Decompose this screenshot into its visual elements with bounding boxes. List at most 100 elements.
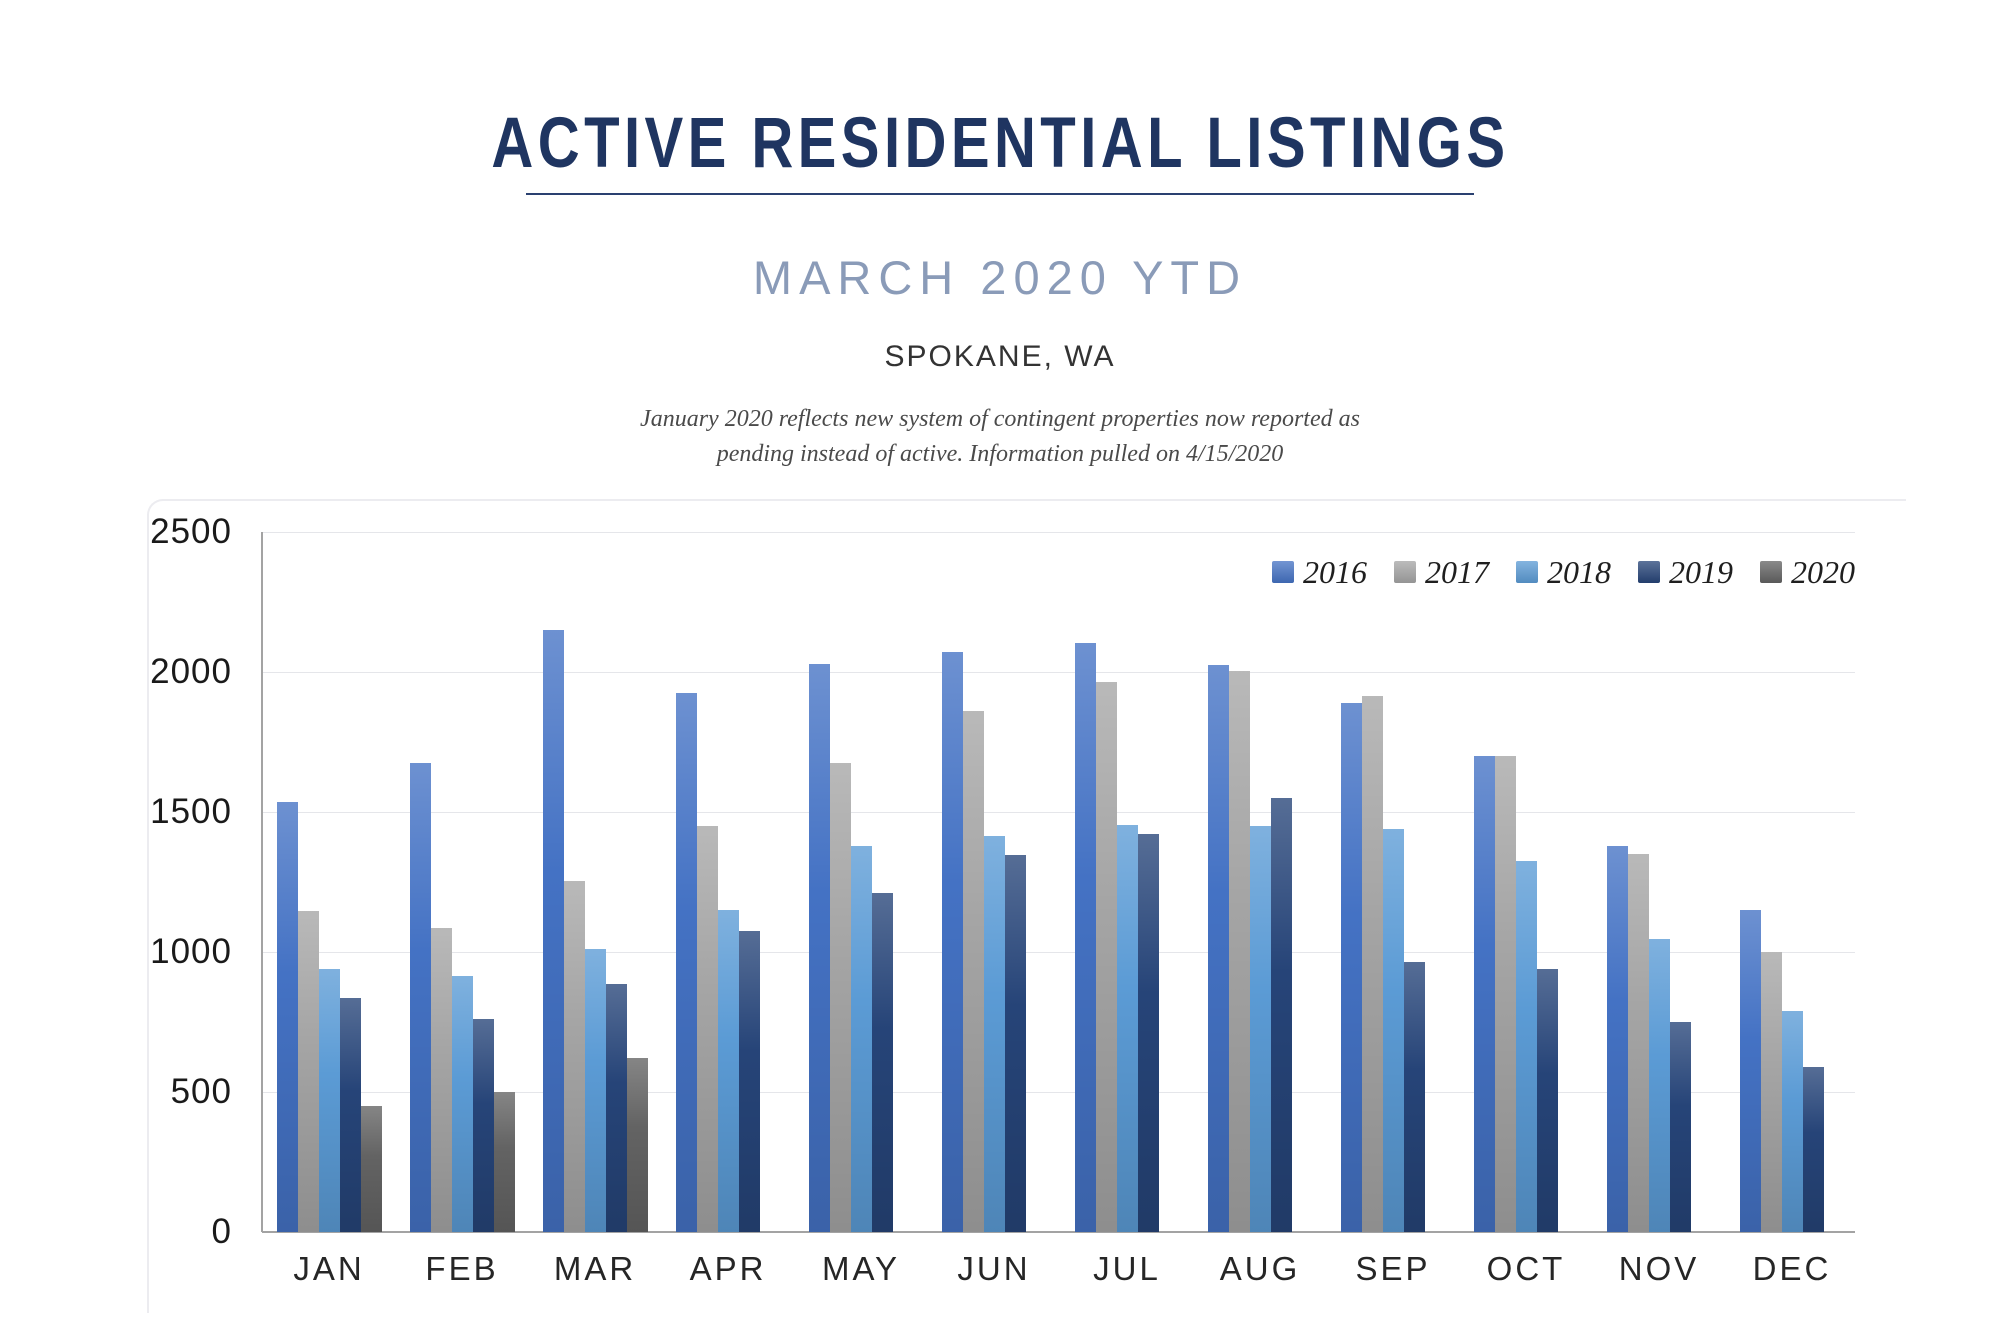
x-tick-label: JUN: [957, 1250, 1031, 1287]
bar-2019-jan: [339, 998, 361, 1232]
y-tick-label: 1000: [150, 932, 232, 971]
bar-2017-aug: [1228, 670, 1250, 1232]
x-tick-label: JUL: [1093, 1250, 1161, 1287]
bar-2020-feb: [493, 1092, 515, 1232]
legend-item: 2018: [1516, 554, 1611, 591]
bar-2018-dec: [1781, 1010, 1803, 1232]
bar-2016-oct: [1473, 756, 1495, 1232]
y-tick-label: 1500: [150, 792, 232, 831]
gridline: [262, 672, 1855, 673]
x-tick-label: OCT: [1486, 1250, 1566, 1287]
bar-2017-sep: [1361, 695, 1383, 1232]
bar-2019-dec: [1802, 1066, 1824, 1232]
bar-2016-mar: [542, 630, 564, 1232]
legend-item: 2020: [1760, 554, 1855, 591]
bar-2018-may: [850, 845, 872, 1232]
chart-legend: 2016 2017 2018 2019 2020: [1272, 554, 1855, 590]
bar-2016-jul: [1074, 642, 1096, 1232]
bar-2018-mar: [584, 949, 606, 1232]
x-tick-label: DEC: [1752, 1250, 1832, 1287]
bar-2019-aug: [1270, 798, 1292, 1232]
bar-2016-jun: [941, 652, 963, 1232]
y-tick-label: 2000: [150, 652, 232, 691]
bar-2018-apr: [717, 910, 739, 1232]
x-tick-label: AUG: [1219, 1250, 1301, 1287]
x-axis-line: [262, 1231, 1855, 1233]
legend-item: 2019: [1638, 554, 1733, 591]
legend-swatch: [1516, 561, 1538, 583]
title-underline: [526, 193, 1474, 195]
bar-2016-sep: [1340, 702, 1362, 1232]
bar-2019-feb: [472, 1019, 494, 1232]
bar-2017-nov: [1627, 854, 1649, 1232]
bar-2017-oct: [1494, 756, 1516, 1232]
x-tick-label: APR: [689, 1250, 767, 1287]
legend-label: 2017: [1425, 553, 1489, 590]
bar-2019-oct: [1536, 968, 1558, 1232]
legend-label: 2016: [1303, 553, 1367, 590]
bar-2017-jun: [962, 711, 984, 1232]
bar-2017-apr: [696, 826, 718, 1232]
bar-2018-nov: [1648, 939, 1670, 1232]
bar-2018-sep: [1382, 828, 1404, 1232]
legend-label: 2020: [1791, 553, 1855, 590]
bar-2019-may: [871, 893, 893, 1232]
gridline: [262, 532, 1855, 533]
bar-2019-nov: [1669, 1022, 1691, 1232]
bar-2019-sep: [1403, 961, 1425, 1232]
bar-2016-dec: [1739, 910, 1761, 1232]
bar-2016-nov: [1606, 845, 1628, 1232]
x-tick-label: SEP: [1355, 1250, 1431, 1287]
gridline: [262, 952, 1855, 953]
bar-2017-dec: [1760, 952, 1782, 1232]
bar-2018-jun: [983, 835, 1005, 1232]
legend-item: 2017: [1394, 554, 1489, 591]
legend-swatch: [1394, 561, 1416, 583]
bar-2016-feb: [409, 763, 431, 1232]
bar-2019-mar: [605, 984, 627, 1232]
bar-2018-oct: [1515, 861, 1537, 1232]
bar-2019-jul: [1137, 834, 1159, 1232]
bar-2017-jan: [297, 911, 319, 1232]
page-title: ACTIVE RESIDENTIAL LISTINGS: [490, 102, 1510, 182]
x-tick-label: FEB: [425, 1250, 499, 1287]
chart-frame: [147, 499, 1906, 1313]
legend-swatch: [1760, 561, 1782, 583]
location-label: SPOKANE, WA: [884, 340, 1116, 373]
footnote-line-1: January 2020 reflects new system of cont…: [640, 406, 1360, 432]
y-axis-line: [261, 532, 263, 1232]
bar-2016-apr: [675, 693, 697, 1232]
gridline: [262, 812, 1855, 813]
y-tick-label: 0: [211, 1212, 232, 1251]
x-tick-label: NOV: [1618, 1250, 1700, 1287]
x-tick-label: JAN: [293, 1250, 365, 1287]
legend-label: 2018: [1547, 553, 1611, 590]
x-tick-label: MAY: [821, 1250, 901, 1287]
y-tick-label: 500: [170, 1072, 232, 1111]
legend-swatch: [1638, 561, 1660, 583]
bar-2016-aug: [1207, 665, 1229, 1232]
bar-2018-feb: [451, 975, 473, 1232]
bar-2017-feb: [430, 928, 452, 1232]
bar-2020-mar: [626, 1058, 648, 1232]
bar-2019-jun: [1004, 855, 1026, 1232]
gridline: [262, 1092, 1855, 1093]
bar-2016-may: [808, 663, 830, 1232]
legend-swatch: [1272, 561, 1294, 583]
bar-2018-aug: [1249, 826, 1271, 1232]
footnote-line-2: pending instead of active. Information p…: [716, 440, 1284, 467]
bar-2017-mar: [563, 880, 585, 1232]
x-tick-label: MAR: [553, 1250, 637, 1287]
y-tick-label: 2500: [150, 512, 232, 551]
bar-2020-jan: [360, 1106, 382, 1232]
bar-2016-jan: [276, 802, 298, 1232]
bar-2018-jul: [1116, 824, 1138, 1232]
footnote: January 2020 reflects new system of cont…: [0, 402, 2000, 472]
legend-item: 2016: [1272, 554, 1367, 591]
page-subtitle: MARCH 2020 YTD: [752, 251, 1248, 304]
bar-2018-jan: [318, 968, 340, 1232]
legend-label: 2019: [1669, 553, 1733, 590]
bar-2017-jul: [1095, 681, 1117, 1232]
